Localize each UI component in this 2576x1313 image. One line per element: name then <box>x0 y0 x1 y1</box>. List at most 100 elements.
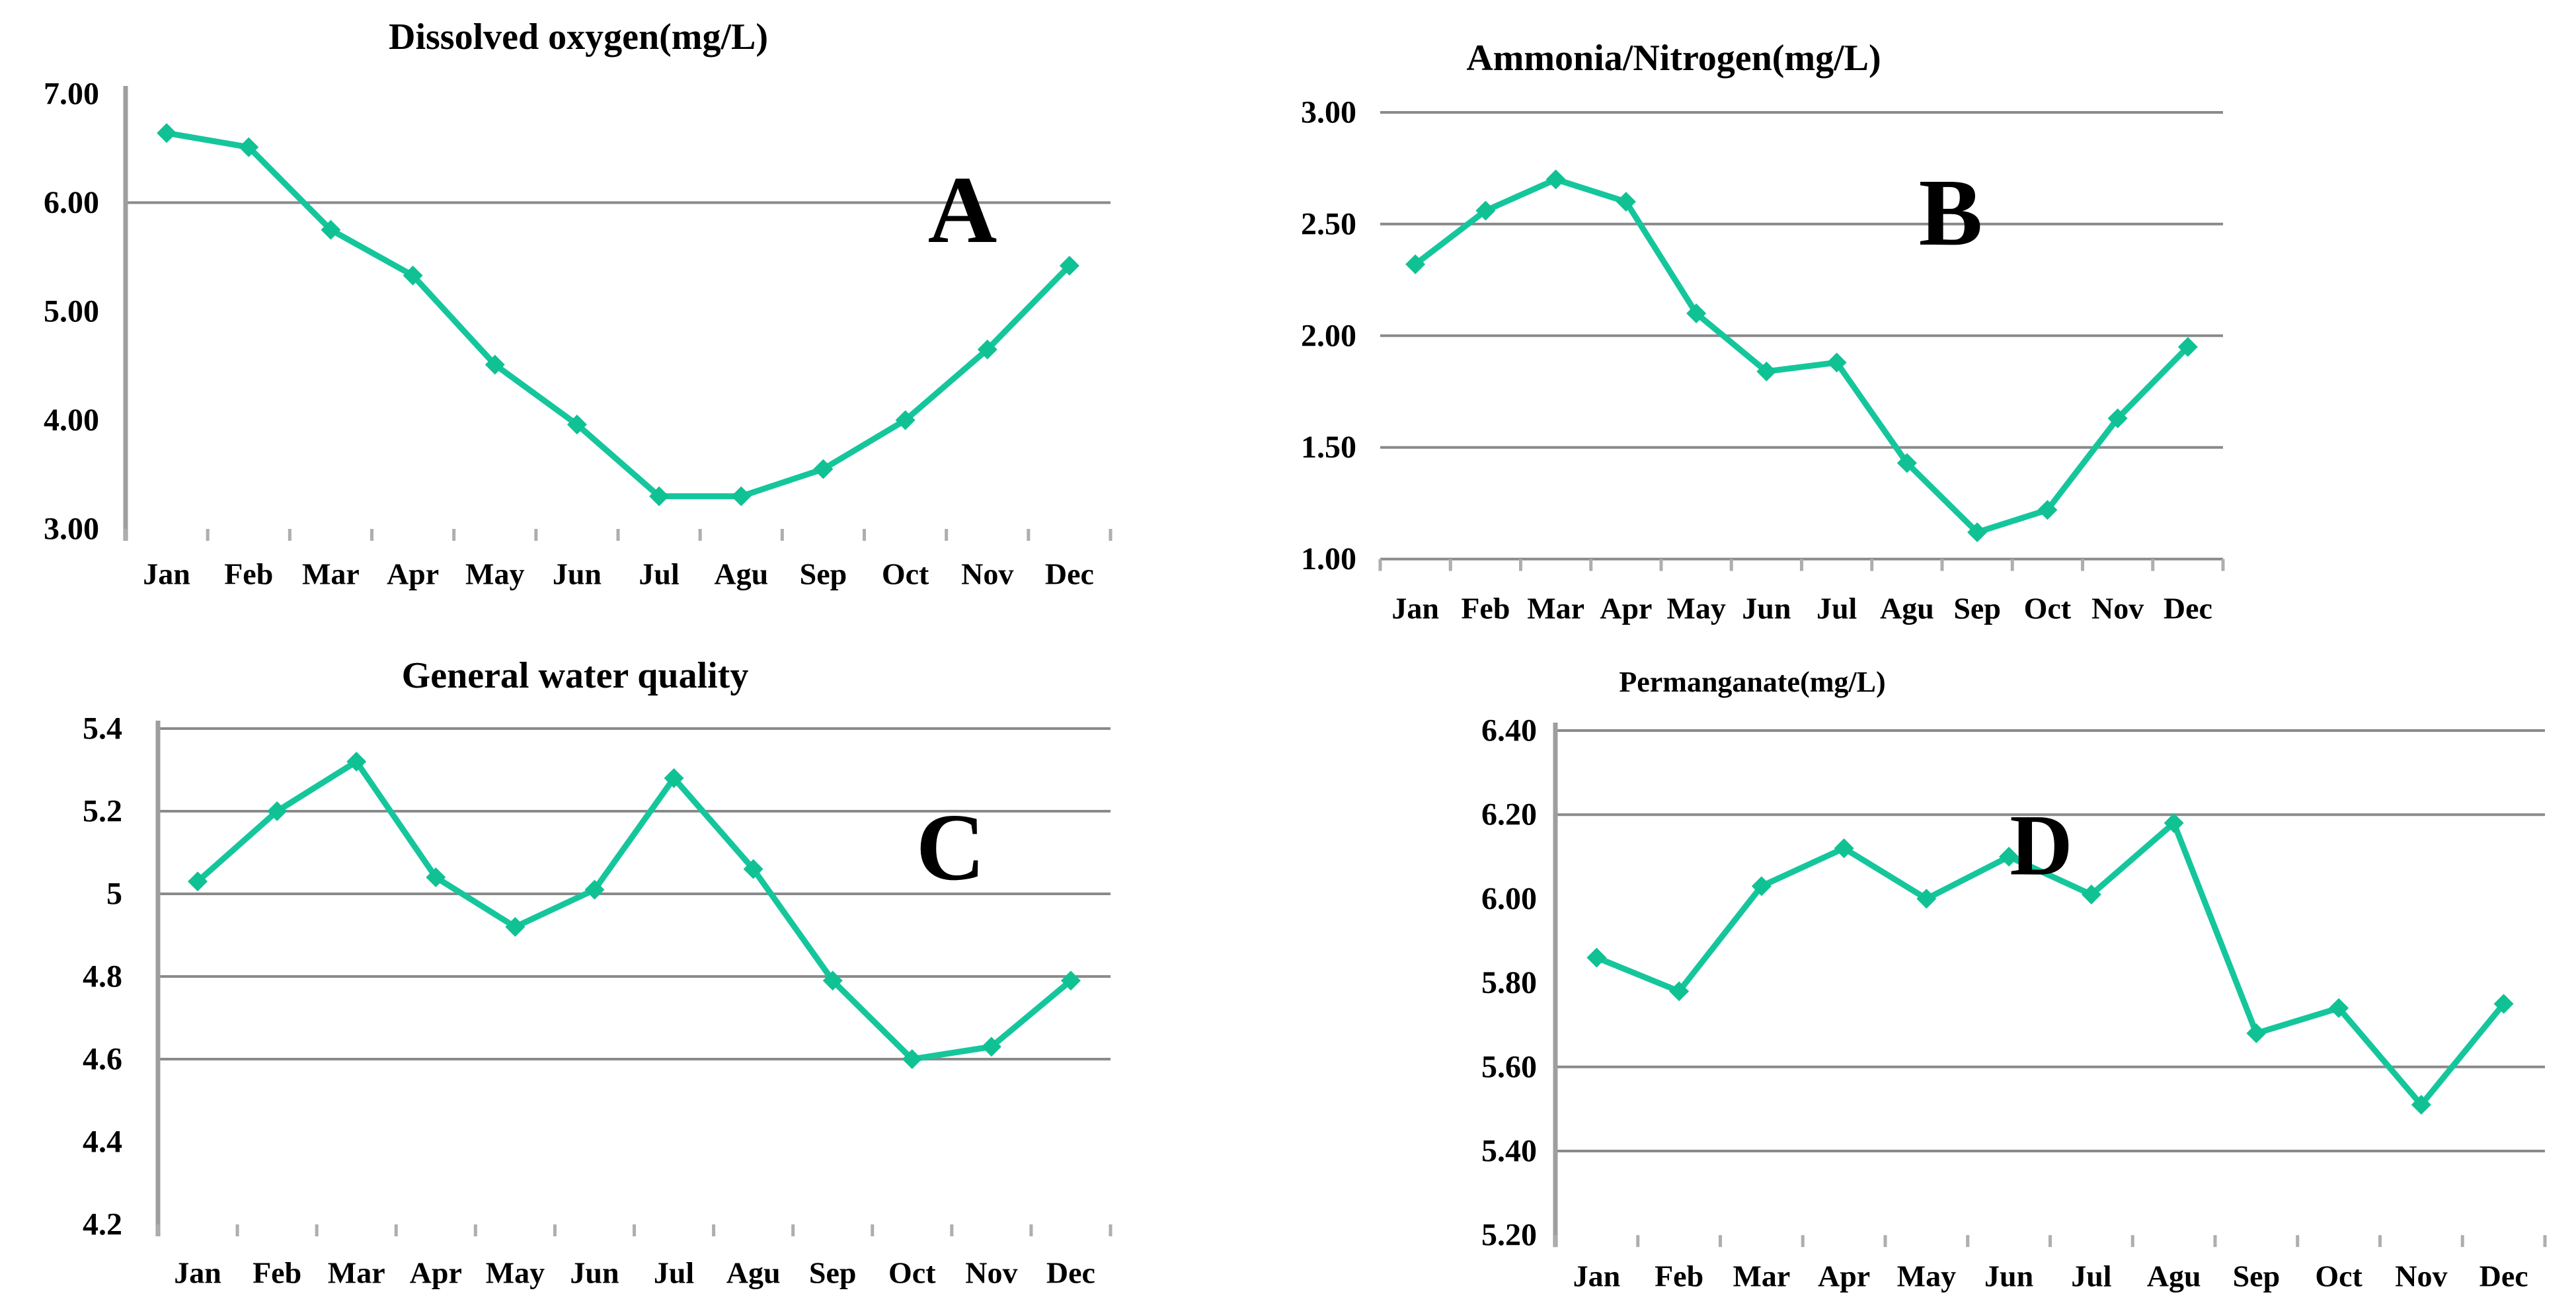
data-point-marker <box>813 459 834 479</box>
data-series-line <box>163 130 1073 500</box>
x-tick-label: Jul <box>1816 592 1857 625</box>
data-point-marker <box>895 410 916 430</box>
x-tick-label: Sep <box>1953 592 2001 625</box>
x-tick-label: May <box>486 1256 545 1290</box>
data-point-marker <box>1616 192 1636 212</box>
data-point-marker <box>1916 889 1937 909</box>
x-tick-label: Mar <box>302 557 360 591</box>
data-point-marker <box>1967 522 1988 543</box>
plot-area-c: 5.4 5.2 5 4.8 4.6 4.4 4.2 Jan Feb Mar Apr May Jun Jul… <box>83 711 1112 1290</box>
y-tick-label: 7.00 <box>44 77 99 112</box>
y-tick-label: 5.4 <box>83 711 122 746</box>
data-point-marker <box>267 801 288 821</box>
y-tick-label: 1.00 <box>1301 541 1356 577</box>
data-point-marker <box>188 871 208 892</box>
x-tick-label: Oct <box>882 557 929 591</box>
x-tick-label: Sep <box>809 1256 857 1290</box>
y-tick-label: 5.20 <box>1481 1218 1537 1253</box>
x-tick-label: Jul <box>2071 1259 2111 1293</box>
x-tick-label: Mar <box>1733 1259 1790 1293</box>
x-tick-label: Jun <box>1984 1259 2033 1293</box>
x-tick-label: Feb <box>253 1256 301 1290</box>
x-tick-label: Dec <box>2479 1259 2528 1293</box>
data-point-marker <box>403 265 423 286</box>
x-tick-label: Jan <box>1391 592 1439 625</box>
x-tick-label: Jun <box>1742 592 1791 625</box>
x-tick-label: Jun <box>570 1256 619 1290</box>
data-point-marker <box>1834 838 1854 859</box>
chart-panel-d: 6.40 6.20 6.00 5.80 5.60 5.40 5.20 Jan Feb Mar Apr… <box>1481 666 2547 1293</box>
data-point-marker <box>485 354 505 375</box>
plot-area-a: 7.00 6.00 5.00 4.00 3.00 Jan Feb Mar Apr May Jun Ju… <box>44 77 1112 591</box>
y-tick-label: 5.60 <box>1481 1049 1537 1084</box>
data-series-line <box>194 758 1074 1062</box>
data-point-marker <box>1826 352 1847 373</box>
data-point-marker <box>1686 303 1707 324</box>
data-point-marker <box>584 879 605 900</box>
data-point-marker <box>1475 200 1496 221</box>
x-tick-label: Oct <box>2315 1259 2362 1293</box>
data-point-marker <box>1751 876 1772 896</box>
y-tick-label: 6.00 <box>44 185 99 220</box>
x-tick-label: Nov <box>961 557 1013 591</box>
x-tick-label: Jun <box>553 557 602 591</box>
chart-panel-c: 5.4 5.2 5 4.8 4.6 4.4 4.2 Jan Feb Mar Apr May Jun Jul… <box>83 656 1112 1290</box>
data-point-marker <box>664 768 684 788</box>
data-point-marker <box>2037 500 2058 520</box>
data-point-marker <box>1999 846 2019 867</box>
data-point-marker <box>1059 255 1079 276</box>
y-tick-label: 3.00 <box>44 512 99 547</box>
x-tick-label: Apr <box>1600 592 1652 625</box>
data-point-marker <box>2081 885 2101 905</box>
data-point-marker <box>902 1049 922 1069</box>
x-tick-label: Mar <box>328 1256 385 1290</box>
data-point-marker <box>743 859 763 879</box>
panel-letter-d: D <box>2010 797 2072 894</box>
y-tick-label: 5.40 <box>1481 1134 1537 1169</box>
chart-title-d: Permanganate(mg/L) <box>1619 666 1885 698</box>
x-tick-label: May <box>1666 592 1725 625</box>
data-point-marker <box>822 971 843 991</box>
y-tick-label: 5.80 <box>1481 965 1537 1000</box>
y-tick-label: 6.40 <box>1481 713 1537 748</box>
x-tick-label: Agu <box>2147 1259 2201 1293</box>
x-tick-label: Dec <box>1045 557 1094 591</box>
data-point-marker <box>2329 998 2349 1018</box>
x-tick-label: Agu <box>1880 592 1934 625</box>
y-tick-label: 2.50 <box>1301 206 1356 241</box>
chart-title-c: General water quality <box>402 656 749 696</box>
data-point-marker <box>1756 361 1777 381</box>
data-point-marker <box>2164 813 2184 833</box>
x-tick-label: Feb <box>224 557 273 591</box>
x-tick-label: Feb <box>1461 592 1510 625</box>
x-tick-label: Jan <box>1573 1259 1621 1293</box>
data-point-marker <box>505 917 526 937</box>
y-tick-label: 5.2 <box>83 794 122 829</box>
y-tick-label: 4.8 <box>83 959 122 994</box>
x-tick-label: Oct <box>2024 592 2072 625</box>
y-tick-label: 3.00 <box>1301 95 1356 130</box>
x-tick-label: Jul <box>654 1256 694 1290</box>
x-tick-label: Dec <box>2164 592 2212 625</box>
chart-title-b: Ammonia/Nitrogen(mg/L) <box>1466 38 1881 79</box>
data-point-marker <box>566 415 587 435</box>
x-tick-label: Agu <box>726 1256 781 1290</box>
data-series-line <box>1412 176 2191 536</box>
x-tick-label: Sep <box>2233 1259 2281 1293</box>
panel-letter-a: A <box>928 157 997 263</box>
x-tick-label: Sep <box>800 557 847 591</box>
y-tick-label: 2.00 <box>1301 318 1356 353</box>
x-tick-label: Jul <box>639 557 679 591</box>
y-tick-label: 6.20 <box>1481 797 1537 832</box>
data-point-marker <box>977 339 997 360</box>
y-tick-label: 4.6 <box>83 1042 122 1077</box>
x-tick-label: Apr <box>410 1256 462 1290</box>
x-tick-label: May <box>1897 1259 1956 1293</box>
data-point-marker <box>1060 971 1081 991</box>
x-tick-label: Apr <box>1818 1259 1870 1293</box>
plot-area-d: 6.40 6.20 6.00 5.80 5.60 5.40 5.20 Jan Feb Mar Apr… <box>1481 713 2547 1293</box>
plot-area-b: 3.00 2.50 2.00 1.50 1.00 Jan Feb Mar Apr May Jun Ju… <box>1301 95 2225 625</box>
data-point-marker <box>1405 254 1426 274</box>
data-point-marker <box>2493 994 2514 1014</box>
x-tick-label: Dec <box>1046 1256 1095 1290</box>
